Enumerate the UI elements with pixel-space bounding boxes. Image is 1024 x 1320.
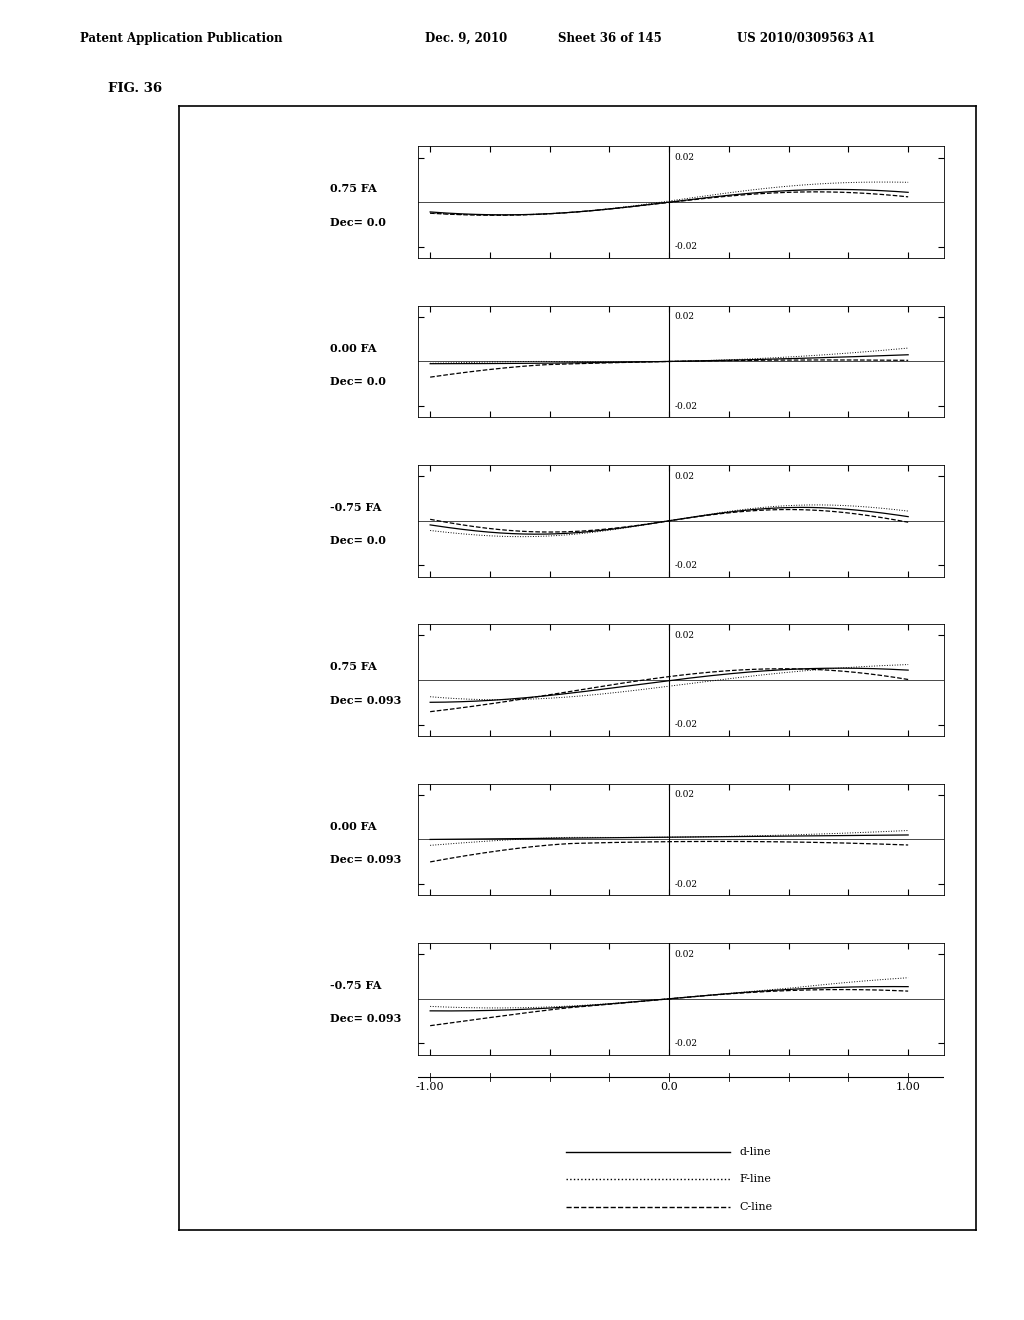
Text: 0.02: 0.02 [675, 791, 694, 800]
Text: Dec= 0.0: Dec= 0.0 [330, 536, 386, 546]
Text: 0.00 FA: 0.00 FA [330, 821, 376, 832]
Text: -0.02: -0.02 [675, 401, 697, 411]
Text: Dec= 0.0: Dec= 0.0 [330, 376, 386, 387]
Text: 0.0: 0.0 [660, 1082, 678, 1093]
Text: 0.02: 0.02 [675, 631, 694, 640]
Text: 0.02: 0.02 [675, 949, 694, 958]
Text: Dec= 0.093: Dec= 0.093 [330, 1014, 401, 1024]
Text: F-line: F-line [739, 1173, 771, 1184]
Text: US 2010/0309563 A1: US 2010/0309563 A1 [737, 32, 876, 45]
Text: Dec= 0.093: Dec= 0.093 [330, 854, 401, 865]
Text: Dec. 9, 2010: Dec. 9, 2010 [425, 32, 507, 45]
Text: -0.02: -0.02 [675, 879, 697, 888]
Text: 0.02: 0.02 [675, 313, 694, 321]
Text: -1.00: -1.00 [416, 1082, 444, 1093]
Text: -0.02: -0.02 [675, 1039, 697, 1048]
Text: C-line: C-line [739, 1203, 773, 1213]
Text: Sheet 36 of 145: Sheet 36 of 145 [558, 32, 662, 45]
Text: d-line: d-line [739, 1147, 771, 1156]
Text: Dec= 0.0: Dec= 0.0 [330, 216, 386, 228]
Text: 0.02: 0.02 [675, 471, 694, 480]
Text: -0.75 FA: -0.75 FA [330, 502, 381, 513]
Text: 0.00 FA: 0.00 FA [330, 343, 376, 354]
Text: Dec= 0.093: Dec= 0.093 [330, 694, 401, 706]
Text: 1.00: 1.00 [896, 1082, 921, 1093]
Text: FIG. 36: FIG. 36 [108, 82, 162, 95]
Text: 0.02: 0.02 [675, 153, 694, 162]
Text: -0.75 FA: -0.75 FA [330, 979, 381, 991]
Text: -0.02: -0.02 [675, 561, 697, 570]
Text: -0.02: -0.02 [675, 721, 697, 729]
Text: -0.02: -0.02 [675, 243, 697, 251]
Text: 0.75 FA: 0.75 FA [330, 183, 377, 194]
Text: Patent Application Publication: Patent Application Publication [80, 32, 283, 45]
Text: 0.75 FA: 0.75 FA [330, 661, 377, 672]
